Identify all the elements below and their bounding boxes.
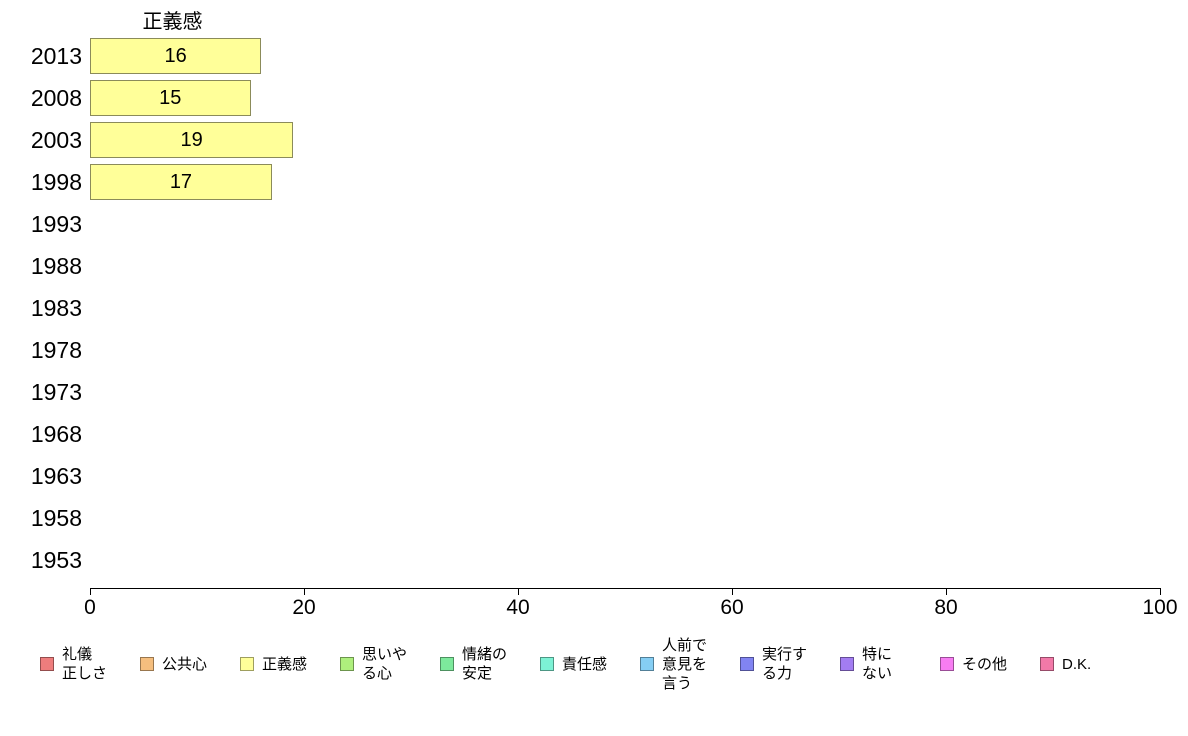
- x-tick-mark: [303, 589, 305, 595]
- legend-label: D.K.: [1062, 655, 1092, 673]
- legend: 礼儀 正しさ 公共心 正義感 思いや る心 情緒の 安定 責任感 人前で 意見を 言う 実行す…: [40, 632, 1185, 696]
- legend-label: 公共心: [162, 655, 208, 673]
- legend-swatch: [40, 657, 54, 671]
- legend-item: 公共心: [140, 655, 240, 674]
- bar: 19: [90, 122, 294, 158]
- x-tick-mark: [945, 589, 947, 595]
- legend-label: 人前で 意見を 言う: [662, 636, 708, 692]
- x-tick-mark: [731, 589, 733, 595]
- legend-label: 実行す る力: [762, 646, 808, 682]
- legend-label: 思いや る心: [362, 646, 408, 682]
- legend-item: 責任感: [540, 655, 640, 674]
- legend-swatch: [440, 657, 454, 671]
- y-axis-label: 1993: [30, 211, 82, 237]
- chart-title: 正義感: [142, 11, 203, 33]
- x-tick-label: 80: [934, 596, 958, 619]
- y-axis-label: 1968: [30, 421, 82, 447]
- legend-item: 人前で 意見を 言う: [640, 636, 740, 693]
- legend-label: 正義感: [262, 655, 308, 673]
- y-axis-label: 1958: [30, 505, 82, 531]
- y-axis-label: 2003: [30, 127, 82, 153]
- legend-swatch: [940, 657, 954, 671]
- y-axis-label: 1953: [30, 547, 82, 573]
- bar-value-label: 17: [169, 170, 193, 193]
- y-axis-label: 2013: [30, 43, 82, 69]
- x-tick-mark: [89, 589, 91, 595]
- x-tick-mark: [1159, 589, 1161, 595]
- bar: 16: [90, 38, 262, 74]
- x-tick-mark: [517, 589, 519, 595]
- legend-item: 実行す る力: [740, 645, 840, 683]
- x-tick-label: 20: [292, 596, 316, 619]
- x-tick-label: 100: [1142, 596, 1178, 619]
- legend-item: D.K.: [1040, 655, 1140, 674]
- legend-swatch: [340, 657, 354, 671]
- legend-label: 責任感: [562, 655, 608, 673]
- legend-label: 情緒の 安定: [462, 646, 508, 682]
- x-tick-label: 40: [506, 596, 530, 619]
- legend-swatch: [840, 657, 854, 671]
- legend-item: 情緒の 安定: [440, 645, 540, 683]
- bar-value-label: 15: [159, 86, 182, 109]
- y-axis-labels: 2013 2008 2003 1998 1993 1988 1983 1978 1973 1968…: [0, 0, 82, 600]
- bar: 17: [90, 164, 272, 200]
- legend-swatch: [740, 657, 754, 671]
- legend-item: 正義感: [240, 655, 340, 674]
- x-axis-line: [90, 588, 1161, 589]
- y-axis-label: 1978: [30, 337, 82, 363]
- y-axis-label: 2008: [30, 85, 82, 111]
- bar-value-label: 16: [164, 44, 187, 67]
- legend-item: その他: [940, 655, 1040, 674]
- legend-label: 礼儀 正しさ: [62, 646, 108, 682]
- y-axis-label: 1963: [30, 463, 82, 489]
- bar: 15: [90, 80, 251, 116]
- y-axis-label: 1983: [30, 295, 82, 321]
- legend-item: 思いや る心: [340, 645, 440, 683]
- y-axis-label: 1988: [30, 253, 82, 279]
- plot-area: 16 15 19 17: [90, 0, 1160, 588]
- legend-swatch: [1040, 657, 1054, 671]
- x-tick-label: 60: [720, 596, 744, 619]
- legend-swatch: [540, 657, 554, 671]
- legend-swatch: [140, 657, 154, 671]
- y-axis-label: 1998: [30, 169, 82, 195]
- y-axis-label: 1973: [30, 379, 82, 405]
- bar-value-label: 19: [180, 128, 203, 151]
- x-tick-label: 0: [84, 596, 96, 619]
- legend-label: その他: [962, 655, 1008, 673]
- legend-item: 特に ない: [840, 645, 940, 683]
- legend-swatch: [640, 657, 654, 671]
- legend-label: 特に ない: [862, 646, 893, 682]
- legend-swatch: [240, 657, 254, 671]
- legend-item: 礼儀 正しさ: [40, 645, 140, 683]
